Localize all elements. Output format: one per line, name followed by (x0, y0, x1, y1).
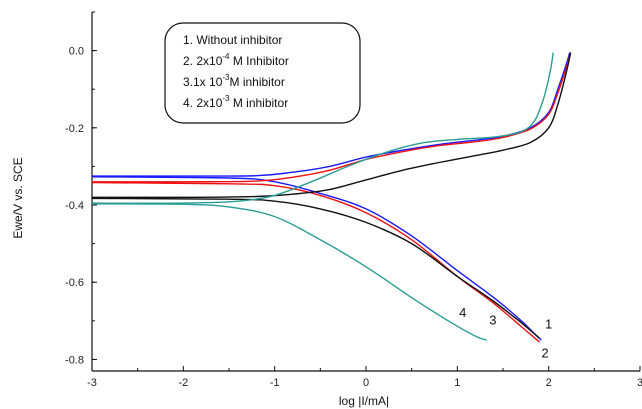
y-tick-label: -0.4 (65, 200, 84, 212)
x-tick-label: -1 (270, 377, 280, 389)
y-tick-label: -0.8 (65, 354, 84, 366)
legend-entry-4: 4. 2x10-3 M inhibitor (183, 94, 288, 110)
curve-label-2: 2 (541, 345, 548, 360)
y-tick-label: 0.0 (69, 46, 84, 58)
y-tick-label: -0.2 (65, 123, 84, 135)
series-3-cathodic-line (91, 197, 540, 339)
x-tick-label: 0 (363, 377, 369, 389)
legend-entry-1: 1. Without inhibitor (183, 33, 282, 47)
legend-box (164, 22, 361, 124)
x-tick-label: 1 (454, 377, 460, 389)
series-2-cathodic-line (91, 181, 540, 343)
series-1-anodic-line (91, 52, 571, 177)
x-axis-ticks: -3 -2 -1 0 1 2 3 (87, 366, 642, 389)
series-group (91, 52, 572, 343)
series-4-anodic-line (91, 52, 554, 204)
series-3-anodic-line (91, 52, 572, 199)
legend-entry-2: 2. 2x10-4 M Inhibitor (183, 52, 289, 68)
curve-label-1: 1 (545, 317, 552, 332)
curve-labels: 1 2 3 4 (459, 305, 552, 361)
y-axis-ticks: 0.0 -0.2 -0.4 -0.6 -0.8 (65, 11, 97, 366)
series-1-cathodic-line (91, 176, 542, 341)
x-tick-label: 3 (637, 377, 642, 389)
x-tick-label: -3 (87, 377, 97, 389)
legend-entry-3: 3.1x 10-3M inhibitor (183, 73, 285, 89)
series-4-cathodic-line (91, 203, 487, 341)
x-tick-label: -2 (178, 377, 188, 389)
curve-label-4: 4 (459, 305, 466, 320)
legend: 1. Without inhibitor 2. 2x10-4 M Inhibit… (164, 22, 361, 124)
x-axis-title: log |I/mA| (339, 394, 389, 408)
y-axis-title: Ewe/V vs. SCE (11, 157, 25, 238)
x-tick-label: 2 (546, 377, 552, 389)
curve-label-3: 3 (489, 313, 496, 328)
series-2-anodic-line (91, 52, 572, 183)
y-tick-label: -0.6 (65, 277, 84, 289)
